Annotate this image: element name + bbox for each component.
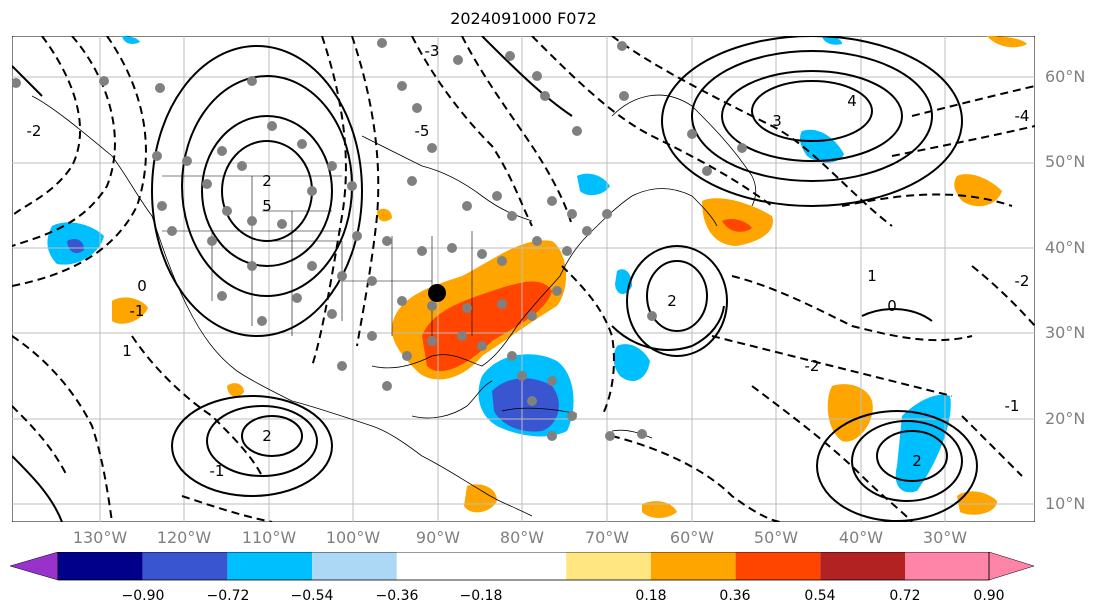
lat-label-20n: 20°N — [1045, 409, 1086, 428]
lon-label-70w: 70°W — [584, 528, 630, 547]
colorbar-tick-label: −0.18 — [459, 588, 503, 604]
lon-label-130w: 130°W — [72, 528, 128, 547]
colorbar-segment — [142, 552, 228, 580]
contour-label: -2 — [1015, 272, 1030, 290]
contour-label: -1 — [210, 462, 225, 480]
contour-label: 1 — [867, 267, 877, 285]
contour-label: 0 — [887, 297, 897, 315]
lon-label-90w: 90°W — [415, 528, 461, 547]
colorbar-segment — [312, 552, 397, 580]
contour-label: 2 — [262, 427, 272, 445]
lon-label-60w: 60°W — [669, 528, 715, 547]
colorbar-segment — [905, 552, 989, 580]
contour-label: -1 — [1005, 397, 1020, 415]
lon-label-50w: 50°W — [753, 528, 799, 547]
lat-label-60n: 60°N — [1045, 67, 1086, 86]
contour-label: -2 — [805, 357, 820, 375]
colorbar-tick-label: −0.54 — [290, 588, 334, 604]
contour-label: 1 — [122, 342, 132, 360]
forecast-map: -2 2 -1 1 0 -3 3 4 -4 5 -5 -2 2 -1 0 1 2… — [12, 36, 1035, 522]
colorbar-tick-label: 0.54 — [804, 588, 836, 604]
graticule — [12, 36, 1035, 522]
colorbar-segment — [650, 552, 736, 580]
colorbar-tick-label: −0.72 — [206, 588, 250, 604]
contour-labels: -2 2 -1 1 0 -3 3 4 -4 5 -5 -2 2 -1 0 1 2… — [27, 42, 1030, 480]
contour-label: 4 — [847, 92, 857, 110]
colorbar-tick-label: 0.18 — [635, 588, 667, 604]
lon-label-30w: 30°W — [922, 528, 968, 547]
lat-label-50n: 50°N — [1045, 152, 1086, 171]
colorbar — [10, 552, 1035, 581]
storm-center-marker — [428, 284, 446, 302]
contour-label: 2 — [667, 292, 677, 310]
colorbar-segment — [227, 552, 313, 580]
contour-label: -4 — [1015, 107, 1030, 125]
contour-label: -2 — [27, 122, 42, 140]
lon-label-110w: 110°W — [241, 528, 297, 547]
colorbar-tick-label: −0.36 — [375, 588, 419, 604]
negative-contours — [12, 36, 1035, 522]
colorbar-tick-label: 0.90 — [973, 588, 1005, 604]
colorbar-tick-label: 0.36 — [719, 588, 751, 604]
lat-label-10n: 10°N — [1045, 494, 1086, 513]
contour-label: 2 — [912, 452, 922, 470]
lat-label-30n: 30°N — [1045, 323, 1086, 342]
map-title: 2024091000 F072 — [450, 9, 597, 28]
colorbar-tick-label: 0.72 — [889, 588, 921, 604]
colorbar-segment — [10, 552, 59, 581]
lon-label-80w: 80°W — [499, 528, 545, 547]
lon-label-100w: 100°W — [325, 528, 381, 547]
lat-label-40n: 40°N — [1045, 238, 1086, 257]
colorbar-segment — [820, 552, 905, 580]
contour-label: -3 — [425, 42, 440, 60]
lon-label-40w: 40°W — [838, 528, 884, 547]
colorbar-segment — [396, 552, 567, 580]
lon-label-120w: 120°W — [156, 528, 212, 547]
colorbar-tick-label: −0.90 — [121, 588, 165, 604]
contour-label: 0 — [137, 277, 147, 295]
colorbar-segment — [735, 552, 821, 580]
station-markers — [12, 38, 747, 441]
contour-label: -5 — [415, 122, 430, 140]
contour-label: 5 — [262, 197, 272, 215]
contour-label: 2 — [262, 172, 272, 190]
contour-label: 3 — [772, 112, 782, 130]
colorbar-segment — [58, 552, 143, 580]
contour-label: -1 — [130, 302, 145, 320]
colorbar-segment — [566, 552, 651, 580]
colorbar-segment — [988, 552, 1035, 581]
state-borders — [162, 175, 473, 346]
